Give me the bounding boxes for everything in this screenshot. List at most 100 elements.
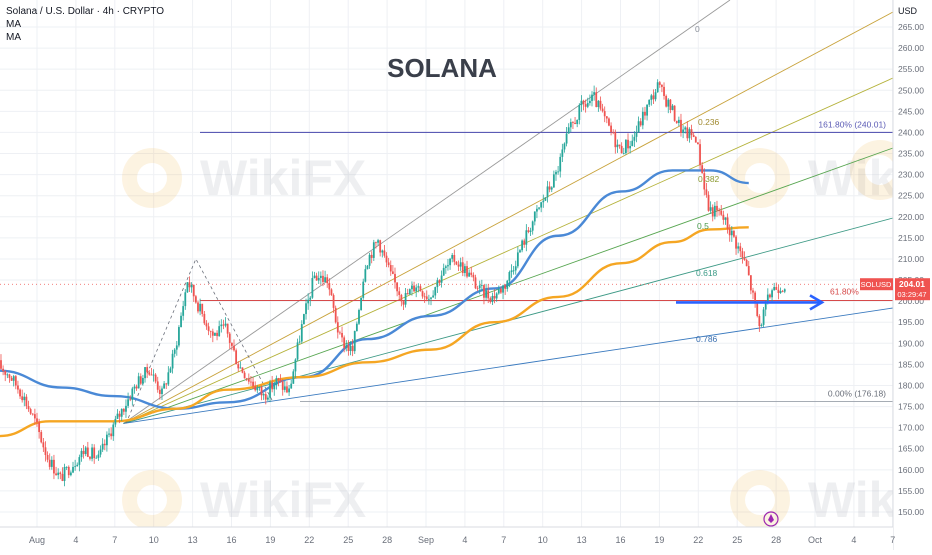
candle (334, 305, 337, 324)
candle-body (614, 132, 617, 148)
fib-zero-label: 0.00% (176.18) (828, 389, 886, 399)
candle-body (631, 140, 634, 147)
candle (669, 99, 672, 114)
candle (296, 338, 299, 361)
candle (658, 80, 661, 88)
candle-body (582, 100, 585, 105)
candle-body (326, 277, 329, 284)
candle-body (743, 257, 746, 260)
candle (618, 144, 621, 149)
candle (241, 367, 244, 374)
candle-body (222, 324, 225, 326)
candle-body (720, 210, 723, 215)
candle-body (235, 350, 238, 365)
candle-body (502, 285, 504, 293)
candle (307, 293, 310, 310)
candle-body (146, 367, 149, 373)
candle (461, 256, 464, 277)
candle-body (29, 409, 32, 414)
candle-body (144, 367, 146, 378)
price-tick-label: 245.00 (898, 106, 924, 116)
candle (616, 139, 619, 153)
candle-body (271, 382, 274, 390)
candle-body (489, 298, 492, 302)
candle-body (245, 378, 248, 380)
candle-body (343, 337, 346, 348)
candle (254, 381, 257, 392)
candle-body (286, 386, 288, 393)
indicator-ma-2[interactable]: MA (6, 32, 21, 43)
price-tick-label: 180.00 (898, 380, 924, 390)
candle (264, 391, 267, 405)
candle-body (673, 105, 676, 121)
fib-ext-label: 161.80% (240.01) (818, 119, 886, 129)
candle (773, 282, 776, 291)
candle-body (726, 217, 729, 229)
candle (500, 286, 502, 294)
candle-body (707, 194, 710, 211)
candle-body (468, 272, 471, 277)
candle-body (260, 386, 263, 396)
candle (756, 302, 759, 318)
price-axis[interactable]: USD 150.00 155.00 160.00 165.00 170.00 175.00 1… (892, 0, 932, 550)
time-tick-label: 7 (501, 535, 506, 545)
candle (464, 263, 466, 277)
candle-body (99, 449, 102, 455)
candle (483, 284, 485, 305)
candle-body (36, 418, 38, 423)
candle (288, 384, 290, 396)
candle (497, 285, 500, 295)
indicator-ma-1[interactable]: MA (6, 19, 21, 30)
candle (355, 321, 358, 332)
candle (319, 271, 322, 285)
candle (101, 438, 104, 453)
time-tick-label: 25 (732, 535, 742, 545)
candle-body (500, 288, 502, 293)
time-axis[interactable]: Aug 4 7 10 13 16 19 22 25 28 Sep 4 7 10 13 16 19 22 25 28 Oc… (0, 526, 895, 550)
last-price-countdown: 03:29:47 (897, 290, 926, 299)
candle-body (209, 330, 212, 332)
candle (72, 461, 74, 474)
candle (144, 367, 146, 383)
candle (419, 284, 422, 292)
candle (84, 446, 87, 457)
candle-body (487, 290, 490, 299)
candle-body (330, 289, 333, 296)
candle (336, 316, 339, 339)
time-tick-label: 10 (149, 535, 159, 545)
candle (25, 394, 28, 410)
candle-body (292, 371, 295, 384)
candle-body (307, 299, 310, 304)
candle (572, 121, 574, 130)
candle (703, 168, 706, 196)
candle (646, 104, 648, 121)
candle (769, 293, 771, 299)
candle-body (593, 92, 596, 95)
candle (533, 211, 536, 226)
candle (455, 261, 458, 266)
candle-body (148, 372, 151, 375)
candle-body (675, 120, 678, 123)
candle-body (360, 297, 363, 311)
candle (686, 121, 689, 142)
candle-body (690, 129, 693, 136)
candle-body (358, 310, 360, 324)
candle-body (485, 290, 487, 298)
candle-body (250, 381, 252, 383)
candle (120, 408, 123, 421)
candle-body (663, 86, 665, 96)
candle (65, 466, 68, 470)
chart-watermark-title: SOLANA (387, 53, 497, 83)
candle-body (101, 443, 104, 450)
symbol-line[interactable]: Solana / U.S. Dollar · 4h · CRYPTO (6, 6, 165, 17)
candle (449, 257, 451, 270)
candle (266, 395, 269, 402)
candle (624, 139, 627, 155)
candle (180, 312, 182, 328)
candle (436, 277, 439, 293)
candle (430, 296, 432, 306)
candle (398, 287, 401, 301)
candle-body (8, 374, 11, 378)
candle (375, 241, 377, 249)
candle-body (142, 377, 144, 384)
